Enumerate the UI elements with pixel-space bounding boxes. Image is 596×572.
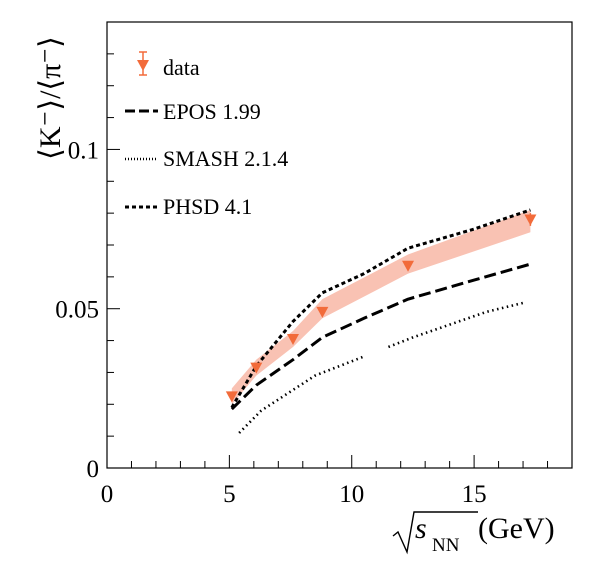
legend-entry-phsd: PHSD 4.1 bbox=[125, 194, 252, 219]
legend-label-data: data bbox=[163, 55, 200, 80]
plot-frame-border bbox=[106, 21, 573, 469]
y-axis-title: ⟨K⁻⟩/⟨π⁻⟩ bbox=[34, 36, 67, 160]
legend-label-smash: SMASH 2.1.4 bbox=[163, 146, 288, 171]
axis-ticks: 0 5 10 15 0 0.05 0.1 bbox=[55, 21, 573, 508]
x-tick-label: 15 bbox=[462, 481, 487, 508]
data-uncertainty-band bbox=[231, 209, 531, 405]
legend-data-marker bbox=[137, 60, 149, 71]
x-tick-label: 10 bbox=[339, 481, 364, 508]
legend-label-epos: EPOS 1.99 bbox=[163, 99, 261, 124]
data-markers bbox=[225, 213, 537, 403]
sqrt-sign bbox=[392, 511, 478, 555]
data-point bbox=[225, 391, 238, 403]
x-tick-label: 5 bbox=[223, 481, 236, 508]
y-tick-label: 0.1 bbox=[68, 137, 99, 164]
y-tick-label: 0 bbox=[87, 456, 100, 483]
y-tick-label: 0.05 bbox=[55, 297, 99, 324]
series-line-smash-segment2 bbox=[387, 301, 526, 349]
model-series bbox=[230, 208, 531, 434]
series-line-smash bbox=[238, 355, 365, 434]
series-line-phsd bbox=[230, 208, 531, 409]
x-axis-title-subscript: NN bbox=[432, 535, 460, 556]
series-line-epos bbox=[230, 262, 531, 411]
data-point bbox=[287, 333, 299, 345]
plot-frame bbox=[106, 21, 573, 469]
data-band bbox=[231, 209, 531, 405]
legend-entry-epos: EPOS 1.99 bbox=[125, 99, 261, 124]
x-axis-title: s NN (GeV) bbox=[392, 511, 555, 556]
x-axis-title-unit: (GeV) bbox=[478, 512, 555, 545]
legend: data EPOS 1.99 SMASH 2.1.4 PHSD 4.1 bbox=[125, 51, 288, 219]
data-point bbox=[316, 306, 329, 318]
x-tick-label: 0 bbox=[101, 481, 114, 508]
data-point bbox=[250, 362, 263, 374]
x-axis-title-variable: s bbox=[415, 512, 427, 545]
legend-entry-data: data bbox=[137, 51, 200, 80]
legend-entry-smash: SMASH 2.1.4 bbox=[125, 146, 288, 171]
data-point bbox=[402, 260, 415, 272]
data-point bbox=[524, 214, 537, 226]
legend-label-phsd: PHSD 4.1 bbox=[163, 194, 252, 219]
